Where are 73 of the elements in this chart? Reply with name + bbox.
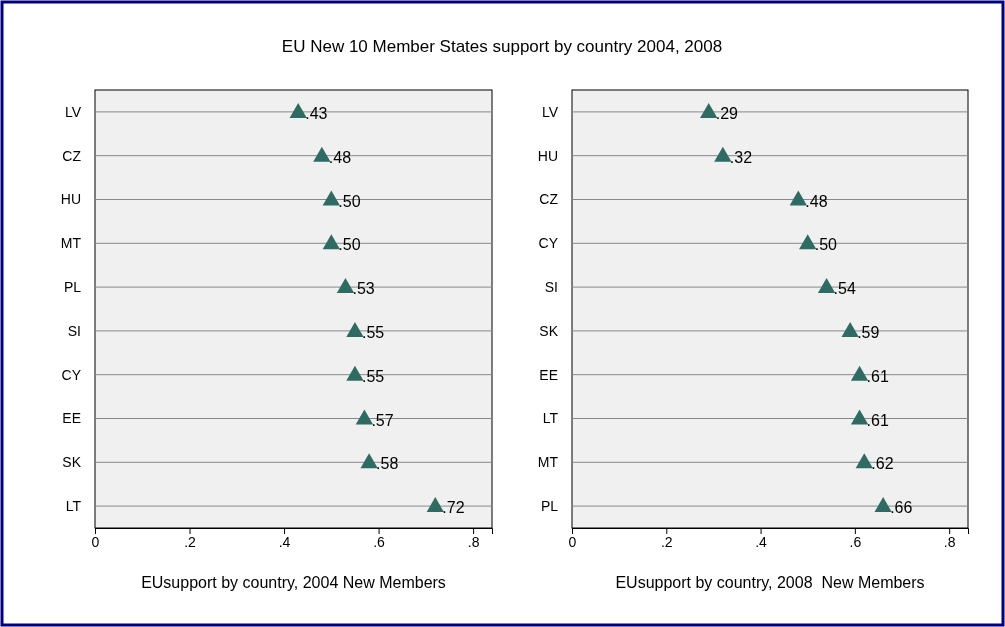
data-label: .48	[805, 192, 828, 210]
point	[850, 365, 869, 381]
point	[346, 321, 364, 337]
data-label: .50	[814, 236, 838, 254]
y-tick-label: SI	[544, 279, 558, 296]
x-axis-title: EUsupport by country, 2008 New Members	[615, 574, 925, 591]
y-tick-label: MT	[537, 454, 559, 471]
y-tick-label: HU	[60, 191, 81, 208]
data-label: .43	[305, 104, 328, 122]
point	[426, 497, 444, 513]
data-label: .50	[338, 192, 361, 210]
point	[855, 453, 873, 469]
y-tick-label: PL	[540, 498, 559, 515]
data-label: .57	[371, 411, 394, 429]
point	[360, 453, 378, 469]
data-label: .58	[376, 455, 399, 473]
x-tick-label: .2	[184, 533, 197, 550]
data-label: .66	[890, 499, 913, 517]
y-tick-label: CY	[538, 235, 559, 252]
y-tick-label: EE	[539, 366, 558, 383]
y-tick-label: LT	[65, 498, 82, 515]
x-tick-label: .6	[373, 533, 386, 550]
data-label: .61	[866, 367, 889, 385]
y-tick-label: HU	[537, 147, 558, 164]
y-tick-label: SK	[539, 322, 559, 339]
x-tick-label: .4	[755, 533, 768, 550]
x-tick-label: .2	[660, 533, 673, 550]
y-tick-label: SK	[62, 454, 82, 471]
point	[841, 321, 859, 337]
y-tick-label: CY	[61, 366, 82, 383]
point	[289, 102, 307, 118]
point	[322, 234, 340, 250]
point	[700, 102, 718, 118]
y-tick-label: LT	[542, 410, 559, 427]
x-tick-label: 0	[91, 533, 100, 550]
point	[322, 190, 340, 206]
point	[336, 278, 355, 294]
y-tick-label: PL	[63, 279, 82, 296]
y-tick-label: MT	[60, 235, 82, 252]
y-tick-label: SI	[67, 322, 81, 339]
x-tick-label: .6	[849, 533, 862, 550]
data-label: .48	[328, 148, 352, 166]
data-label: .55	[361, 367, 385, 385]
y-tick-label: CZ	[539, 191, 559, 208]
data-label: .61	[866, 411, 889, 429]
data-label: .72	[442, 499, 465, 517]
data-label: .29	[715, 104, 739, 122]
x-tick-label: .4	[278, 533, 291, 550]
data-label: .55	[361, 323, 385, 341]
point	[789, 190, 807, 206]
y-tick-label: LV	[64, 103, 82, 120]
point	[355, 409, 374, 425]
y-tick-label: CZ	[62, 147, 82, 164]
x-tick-label: .8	[467, 533, 480, 550]
point	[313, 146, 331, 162]
point	[799, 234, 817, 250]
y-tick-label: LV	[541, 103, 559, 120]
data-label: .50	[338, 236, 361, 254]
data-label: .62	[871, 455, 894, 473]
data-label: .54	[833, 280, 856, 298]
x-tick-label: 0	[568, 533, 577, 550]
point	[850, 409, 869, 425]
data-label: .53	[352, 280, 375, 298]
point	[346, 365, 364, 381]
x-axis-title: EUsupport by country, 2004 New Members	[141, 574, 446, 591]
data-label: .59	[857, 323, 880, 341]
y-tick-label: EE	[62, 410, 81, 427]
x-tick-label: .8	[943, 533, 956, 550]
point	[817, 278, 836, 294]
point	[714, 146, 732, 162]
point	[874, 497, 892, 513]
chart-title: EU New 10 Member States support by country 2004, 2008	[281, 37, 723, 56]
data-label: .32	[729, 148, 753, 166]
